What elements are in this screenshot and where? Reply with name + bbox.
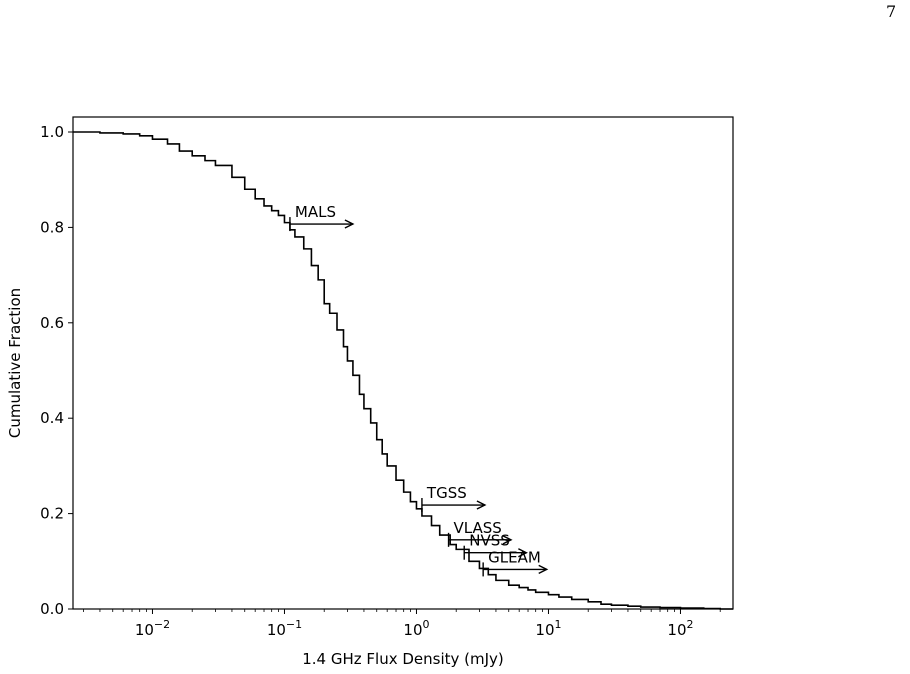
y-tick-label: 0.6 xyxy=(40,314,64,332)
annotation-mals: MALS xyxy=(289,203,355,232)
annotation-label: MALS xyxy=(295,203,336,221)
y-tick-label: 1.0 xyxy=(40,123,64,141)
annotation-label: VLASS xyxy=(454,519,502,537)
annotation-label: TGSS xyxy=(426,484,467,502)
y-tick-label: 0.4 xyxy=(40,409,64,427)
page-number: 7 xyxy=(886,2,897,21)
y-axis-label: Cumulative Fraction xyxy=(6,288,24,438)
cdf-series-line-0 xyxy=(73,131,733,610)
annotation-tgss: TGSS xyxy=(421,484,487,513)
x-tick-label: 10−2 xyxy=(135,618,170,639)
plot-frame xyxy=(72,116,734,610)
arrow-right-icon xyxy=(344,219,355,229)
x-tick-label: 102 xyxy=(667,618,693,639)
y-tick-label: 0.8 xyxy=(40,218,64,236)
annotation-nvss: NVSS xyxy=(463,532,528,560)
x-axis-label: 1.4 GHz Flux Density (mJy) xyxy=(302,650,504,668)
x-tick-label: 101 xyxy=(535,618,561,639)
y-tick-label: 0.0 xyxy=(40,600,64,618)
annotation-label: NVSS xyxy=(469,532,510,550)
y-tick-label: 0.2 xyxy=(40,505,64,523)
annotation-gleam: GLEAM xyxy=(482,548,549,577)
plot-layer xyxy=(73,131,733,610)
y-axis: 0.0 0.2 0.4 0.6 0.8 1.0 xyxy=(40,123,73,618)
arrow-right-icon xyxy=(518,548,528,558)
x-axis: 10−2 10−1 100 101 102 xyxy=(83,609,721,639)
annotation-label: GLEAM xyxy=(488,548,541,566)
x-tick-label: 10−1 xyxy=(267,618,302,639)
annotation-vlass: VLASS xyxy=(447,519,513,547)
arrow-right-icon xyxy=(476,500,487,510)
x-tick-label: 100 xyxy=(403,618,429,639)
arrow-right-icon xyxy=(538,564,549,575)
arrow-right-icon xyxy=(502,535,513,545)
